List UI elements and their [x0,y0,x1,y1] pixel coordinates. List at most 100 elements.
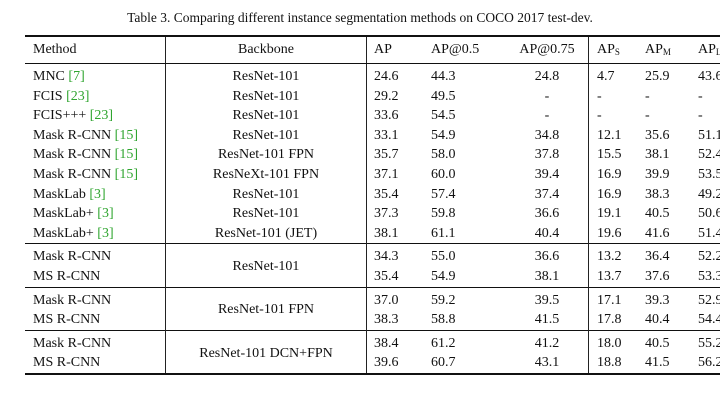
cell-ap: 35.4 [374,268,399,284]
cell-ap75: 41.5 [506,310,589,331]
group-resnet101-fpn: Mask R-CNN ResNet-101 FPN 37.0 59.2 39.5 17.1… [25,286,720,331]
cell-aps: 17.8 [597,312,622,328]
header-row: Method Backbone AP AP@0.5 AP@0.75 APS AP… [25,35,720,64]
cell-ap75: - [506,86,589,107]
cell-ap75: 39.5 [506,286,589,311]
citation-link[interactable]: [15] [114,127,138,143]
cell-ap75: 37.4 [506,184,589,205]
cell-ap75: - [506,106,589,126]
method-name: MaskLab [33,186,90,202]
cell-ap: 33.6 [374,108,399,124]
cell-method: MS R-CNN [25,353,166,375]
header-aps-base: AP [597,42,615,57]
cell-aps: 19.6 [597,225,622,241]
cell-aps: 13.2 [588,243,639,267]
table-row: MS R-CNN 38.3 58.8 41.5 17.8 40.4 54.4 [25,310,720,331]
cell-apm: 38.1 [645,147,670,163]
cell-ap: 35.7 [374,147,399,163]
cell-ap75: 41.2 [506,329,589,354]
cell-ap50: 59.2 [423,286,506,311]
cell-aps: 16.9 [597,166,622,182]
cell-ap75: 43.1 [506,353,589,375]
cell-ap50: 60.7 [423,353,506,375]
citation-link[interactable]: [15] [114,147,138,163]
cell-ap50: 55.0 [423,243,506,267]
cell-apm: 41.5 [639,353,692,375]
citation-link[interactable]: [15] [114,166,138,182]
citation-link[interactable]: [3] [89,186,106,202]
method-name: Mask R-CNN [33,127,115,143]
cell-apl: 43.6 [692,62,720,87]
table-row: MaskLab [3] ResNet-101 35.4 57.4 37.4 16.9 38.… [25,184,720,205]
cell-method: FCIS [23] [25,86,166,107]
table-row: FCIS [23] ResNet-101 29.2 49.5- - - - [25,86,720,107]
cell-aps: 12.1 [597,127,622,143]
cell-method: FCIS+++ [23] [25,106,166,126]
cell-method: MaskLab+ [3] [25,223,166,244]
cell-ap50: 57.4 [431,186,456,202]
header-apl: APL [692,35,720,64]
cell-ap50: 59.8 [431,206,456,222]
cell-ap: 35.4 [374,186,399,202]
cell-apm: 35.6 [645,127,670,143]
cell-backbone: ResNet-101 (JET) [165,223,367,244]
cell-apm: 36.4 [639,243,692,267]
cell-apl: 55.2 [692,329,720,354]
cell-aps: 18.8 [588,353,639,375]
cell-apl: 51.4 [698,225,720,241]
cell-apl: 52.2 [692,243,720,267]
citation-link[interactable]: [3] [97,206,114,222]
citation-link[interactable]: [7] [68,69,85,84]
cell-apl: 49.2 [698,186,720,202]
cell-ap75: 39.4 [506,164,589,185]
header-ap75: AP@0.75 [506,35,589,64]
table-row: Mask R-CNN ResNet-101 FPN 37.0 59.2 39.5 17.1… [25,286,720,331]
cell-apm: 39.3 [639,286,692,311]
cell-backbone: ResNet-101 [165,204,367,224]
table-row: MS R-CNN 35.4 54.9 38.1 13.7 37.6 53.3 [25,266,720,288]
table-row: MNC [7] ResNet-101 24.6 44.3 24.8 4.7 25.9 43.6 [25,62,720,87]
cell-apm: 40.5 [639,329,692,354]
table-row: MaskLab+ [3] ResNet-101 37.3 59.8 36.6 19.1 40… [25,204,720,224]
cell-ap75: 36.6 [506,204,589,224]
cell-ap50: 60.0 [431,166,456,182]
cell-aps: 15.5 [597,147,622,163]
table-row: MS R-CNN 39.6 60.7 43.1 18.8 41.5 56.2 [25,353,720,375]
cell-ap: 34.3 [366,243,423,267]
header-ap: AP [366,35,423,64]
citation-link[interactable]: [23] [89,108,114,124]
table-row: Mask R-CNN [15] ResNet-101 FPN 35.7 58.0 37.… [25,145,720,165]
cell-apl: 53.3 [698,268,720,284]
header-apm-sub: M [662,47,671,57]
cell-apm: - [645,108,650,124]
method-name: Mask R-CNN [33,166,115,182]
cell-aps: - [597,88,602,104]
cell-apm: 40.5 [645,206,670,222]
cell-ap50: 54.9 [431,127,456,143]
cell-ap50: 58.8 [431,312,456,328]
cell-ap: 39.6 [366,353,423,375]
header-apm-base: AP [645,42,663,57]
cell-ap: 29.2 [374,88,399,104]
table-caption: Table 3. Comparing different instance se… [127,10,593,25]
table-row: MaskLab+ [3] ResNet-101 (JET) 38.1 61.1 40.4… [25,223,720,244]
cell-aps: 17.1 [588,286,639,311]
cell-apm: 39.9 [645,166,670,182]
cell-ap: 38.1 [374,225,399,241]
cell-backbone: ResNet-101 [165,125,367,146]
citation-link[interactable]: [23] [66,88,90,104]
cell-apm: 41.6 [645,225,670,241]
cell-backbone: ResNet-101 FPN [165,145,367,165]
table-row: Mask R-CNN [15] ResNet-101 33.1 54.9 34.8 12.… [25,125,720,146]
cell-ap75: 38.1 [506,266,589,288]
cell-backbone: ResNet-101 DCN+FPN [165,329,367,375]
method-name: MNC [33,69,69,84]
cell-aps: 16.9 [597,186,622,202]
cell-ap50: 61.1 [431,225,456,241]
cell-apm: - [645,88,650,104]
method-name: Mask R-CNN [33,147,115,163]
citation-link[interactable]: [3] [97,225,114,241]
cell-apl: 53.5 [698,166,720,182]
cell-backbone: ResNet-101 FPN [165,286,367,331]
